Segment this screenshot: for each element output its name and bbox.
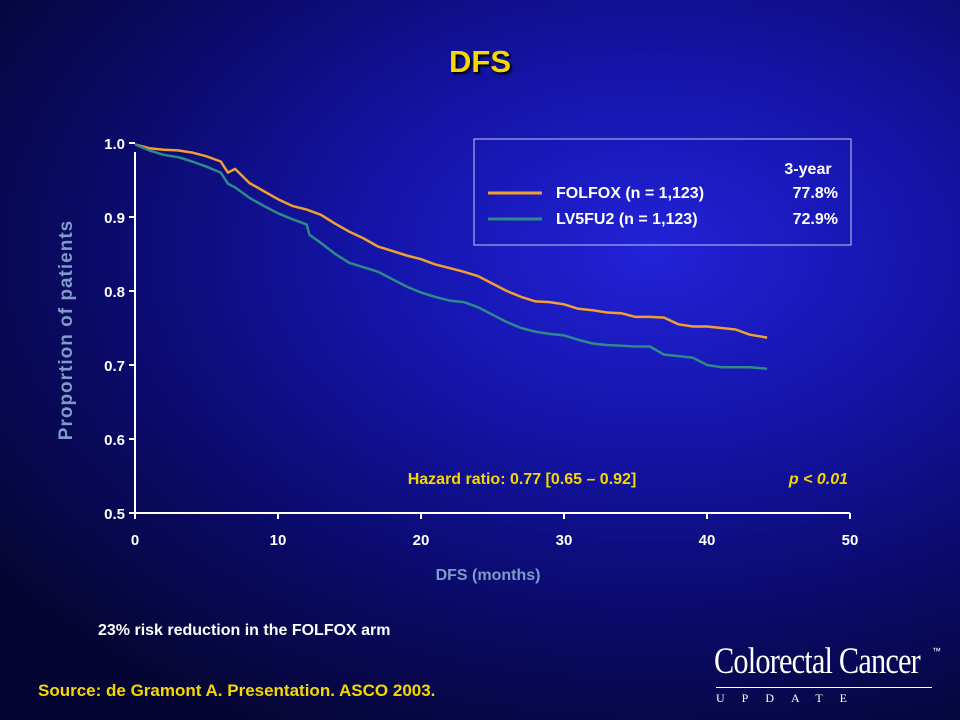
source-citation: Source: de Gramont A. Presentation. ASCO… (38, 681, 436, 700)
y-axis-label: Proportion of patients (56, 220, 77, 440)
logo-subtitle: UPDATE (716, 691, 865, 705)
y-tick-label: 0.9 (104, 210, 125, 227)
x-tick-label: 0 (131, 532, 139, 549)
folfox-curve (134, 143, 768, 339)
y-tick-label: 1.0 (104, 136, 125, 153)
slide-title: DFS (449, 44, 511, 79)
legend-label-folfox: FOLFOX (n = 1,123) (556, 185, 704, 202)
survival-curves (134, 143, 768, 370)
y-tick-label: 0.5 (104, 506, 125, 523)
x-tick-label: 50 (842, 532, 859, 549)
chart-legend: 3-year FOLFOX (n = 1,123) 77.8% LV5FU2 (… (473, 138, 852, 246)
y-tick-label: 0.6 (104, 432, 125, 449)
hazard-ratio-annotation: Hazard ratio: 0.77 [0.65 – 0.92] (408, 471, 637, 488)
x-tick-label: 20 (413, 532, 430, 549)
y-tick-label: 0.7 (104, 358, 125, 375)
logo-wordmark: Colorectal Cancer (714, 641, 921, 682)
lv5fu2-curve (134, 143, 768, 370)
x-tick-label: 40 (699, 532, 716, 549)
logo-trademark: ™ (932, 646, 941, 656)
colorectal-cancer-logo: Colorectal Cancer ™ UPDATE (714, 640, 946, 710)
y-ticks: 0.5 0.6 0.7 0.8 0.9 1.0 (104, 136, 135, 523)
x-ticks: 0 10 20 30 40 50 (131, 513, 859, 549)
legend-header: 3-year (784, 161, 831, 178)
risk-reduction-caption: 23% risk reduction in the FOLFOX arm (98, 622, 391, 639)
x-axis-label: DFS (months) (436, 567, 541, 584)
y-tick-label: 0.8 (104, 284, 125, 301)
chart-axes (134, 152, 850, 514)
legend-value-lv5fu2: 72.9% (793, 211, 838, 228)
legend-box (473, 138, 852, 246)
legend-value-folfox: 77.8% (793, 185, 838, 202)
legend-label-lv5fu2: LV5FU2 (n = 1,123) (556, 211, 698, 228)
logo-divider (716, 687, 932, 688)
p-value-annotation: p < 0.01 (788, 471, 848, 488)
x-tick-label: 30 (556, 532, 573, 549)
x-tick-label: 10 (270, 532, 287, 549)
